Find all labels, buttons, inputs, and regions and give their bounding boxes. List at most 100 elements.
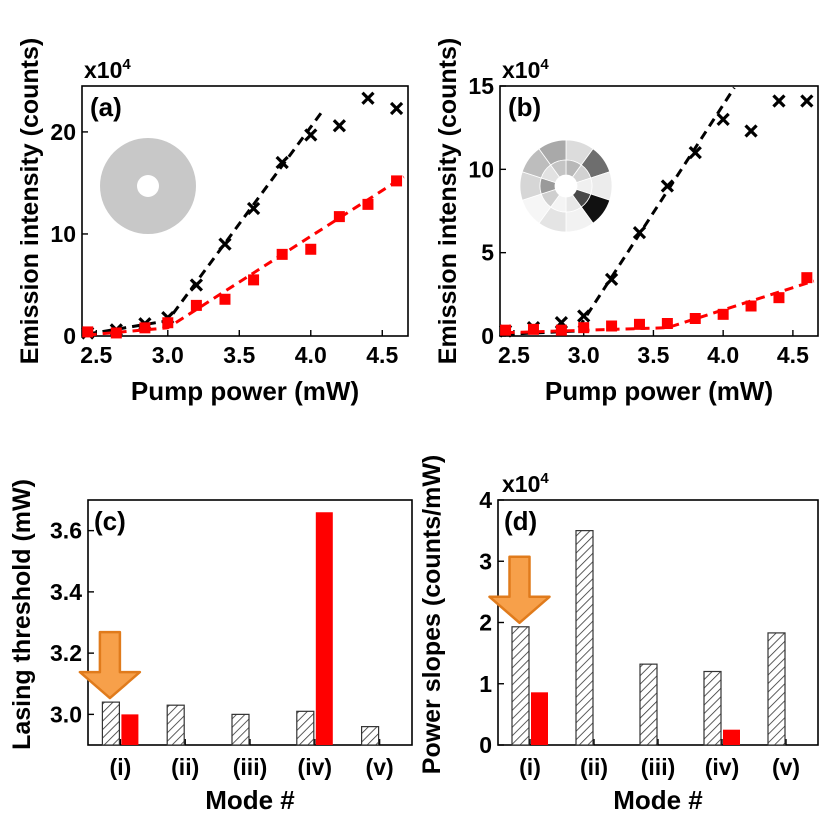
data-point xyxy=(304,128,318,142)
data-point xyxy=(305,243,317,255)
bar-hatched xyxy=(767,632,786,746)
x-tick-label: (ii) xyxy=(171,754,199,780)
data-point xyxy=(773,292,785,304)
data-point xyxy=(110,327,122,339)
x-tick-label: 2.5 xyxy=(498,342,530,368)
y-axis-label: Emission intensity (counts) xyxy=(434,38,462,364)
panel-label: (c) xyxy=(94,506,126,536)
data-point xyxy=(139,322,151,334)
bar-hatched xyxy=(639,663,658,746)
data-point xyxy=(332,119,346,133)
y-axis-label: Power slopes (counts/mW) xyxy=(418,455,446,774)
inset-disk-hole xyxy=(137,175,159,197)
inset-speckle-cell xyxy=(550,159,567,178)
data-point xyxy=(689,313,701,324)
x-tick-label: 4.0 xyxy=(707,342,739,368)
data-point xyxy=(745,300,757,312)
y-tick-label: 3.6 xyxy=(50,518,82,544)
y-tick-label: 3.2 xyxy=(50,640,82,666)
down-arrow-icon xyxy=(78,630,142,700)
bar-hatched xyxy=(101,701,121,746)
y-tick-label: 2 xyxy=(479,610,492,636)
x-axis-label: Pump power (mW) xyxy=(545,376,773,406)
data-point xyxy=(772,94,786,108)
data-point xyxy=(744,124,758,138)
x-tick-label: (iii) xyxy=(233,754,268,780)
axis-multiplier: x104 xyxy=(84,56,131,83)
data-point xyxy=(801,272,813,284)
axis-multiplier: x104 xyxy=(502,56,549,83)
x-axis-label: Mode # xyxy=(205,785,295,815)
x-tick-label: 3.0 xyxy=(152,342,184,368)
x-axis-label: Mode # xyxy=(613,785,703,815)
x-tick-label: (iv) xyxy=(298,754,333,780)
x-tick-label: 4.5 xyxy=(366,342,398,368)
bar-solid xyxy=(723,729,740,745)
x-tick-label: (v) xyxy=(772,754,800,780)
data-point xyxy=(716,112,730,126)
x-tick-label: 2.5 xyxy=(80,342,112,368)
plot-frame xyxy=(499,85,819,337)
y-tick-label: 0 xyxy=(481,323,494,349)
panel-label: (a) xyxy=(90,92,122,122)
x-tick-label: (iii) xyxy=(641,754,676,780)
bar-hatched xyxy=(166,704,185,746)
plot-frame xyxy=(87,499,413,746)
inset-speckle-disk xyxy=(519,139,613,233)
bar-hatched xyxy=(575,530,594,746)
data-point xyxy=(246,201,261,216)
panel-c: 3.0 3.2 3.4 3.6 (i) (ii) (iii) (iv) (v) Mode # Las… xyxy=(8,479,413,815)
bar-hatched xyxy=(511,626,530,746)
axis-multiplier: x104 xyxy=(502,470,549,497)
data-point xyxy=(717,308,729,320)
x-tick-label: 3.0 xyxy=(568,342,600,368)
y-tick-label: 1 xyxy=(479,671,492,697)
y-axis-label: Emission intensity (counts) xyxy=(16,38,44,364)
data-point xyxy=(162,317,174,329)
data-point xyxy=(661,318,673,329)
bar-solid xyxy=(121,714,139,745)
data-point xyxy=(500,324,512,336)
data-point xyxy=(82,326,94,338)
bar-hatched xyxy=(703,670,722,746)
bar-hatched xyxy=(296,710,315,746)
x-tick-label: (v) xyxy=(366,754,394,780)
panel-b: 2.5 3.0 3.5 4.0 4.5 0 5 10 15 Pump power (mW) Emis… xyxy=(434,38,819,406)
x-tick-label: (iv) xyxy=(705,754,740,780)
data-point xyxy=(577,309,591,323)
data-point xyxy=(190,299,202,311)
y-tick-label: 15 xyxy=(468,73,494,99)
data-point xyxy=(362,198,374,210)
data-point xyxy=(276,248,288,260)
y-tick-label: 0 xyxy=(479,732,492,758)
y-tick-label: 20 xyxy=(50,119,76,145)
data-point xyxy=(606,320,618,332)
bar-hatched xyxy=(361,726,380,746)
y-tick-label: 4 xyxy=(479,487,492,513)
x-tick-label: (ii) xyxy=(580,754,608,780)
series-square-markers xyxy=(82,175,405,339)
data-point xyxy=(688,146,702,160)
bar-solid xyxy=(531,692,548,745)
y-tick-label: 3 xyxy=(479,548,492,574)
data-point xyxy=(189,278,204,292)
data-point xyxy=(248,274,260,286)
data-point xyxy=(218,237,232,251)
data-point xyxy=(578,322,590,334)
data-point xyxy=(555,324,567,336)
plot-frame xyxy=(81,85,409,337)
data-point xyxy=(275,155,289,170)
panel-label: (b) xyxy=(508,92,541,122)
down-arrow-icon xyxy=(488,555,551,625)
data-point xyxy=(333,211,345,223)
data-point xyxy=(660,179,674,193)
data-point xyxy=(219,293,231,305)
data-point xyxy=(389,101,404,116)
data-point xyxy=(527,323,539,335)
y-tick-label: 0 xyxy=(63,323,76,349)
data-point xyxy=(604,272,619,286)
y-tick-label: 5 xyxy=(481,240,494,266)
data-point xyxy=(632,226,647,240)
bar-solid xyxy=(315,512,333,745)
y-axis-label: Lasing threshold (mW) xyxy=(8,479,36,750)
